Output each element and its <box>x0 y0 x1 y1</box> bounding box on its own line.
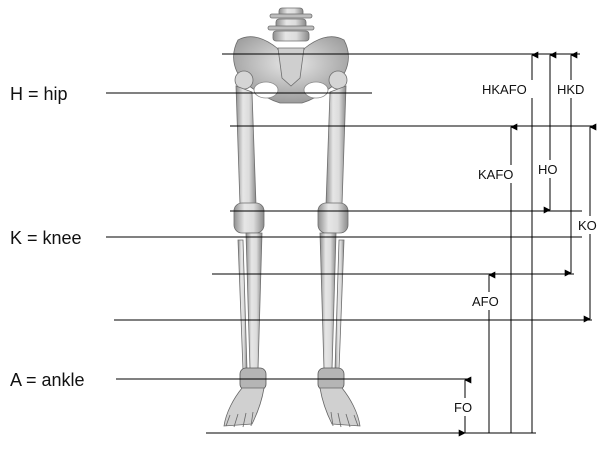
orthosis-span-arrows <box>458 51 597 437</box>
label-backgrounds <box>452 80 606 416</box>
label-ankle: A = ankle <box>10 370 85 390</box>
label-kafo: KAFO <box>478 167 513 182</box>
reference-lines <box>106 53 592 434</box>
skeleton-illustration <box>223 7 361 428</box>
label-hkd: HKD <box>557 82 584 97</box>
joint-labels: H = hip K = knee A = ankle <box>10 84 85 390</box>
label-hkafo: HKAFO <box>482 82 527 97</box>
orthosis-labels: HKAFO HKD KAFO HO KO AFO FO <box>454 82 597 415</box>
label-ho: HO <box>538 162 558 177</box>
label-knee: K = knee <box>10 228 82 248</box>
knees <box>233 202 349 234</box>
spine <box>267 7 315 42</box>
feet <box>223 387 361 428</box>
label-ko: KO <box>578 218 597 233</box>
label-fo: FO <box>454 400 472 415</box>
label-afo: AFO <box>472 294 499 309</box>
femurs <box>235 85 347 206</box>
lower-leg-bones <box>237 232 345 371</box>
label-hip: H = hip <box>10 84 68 104</box>
